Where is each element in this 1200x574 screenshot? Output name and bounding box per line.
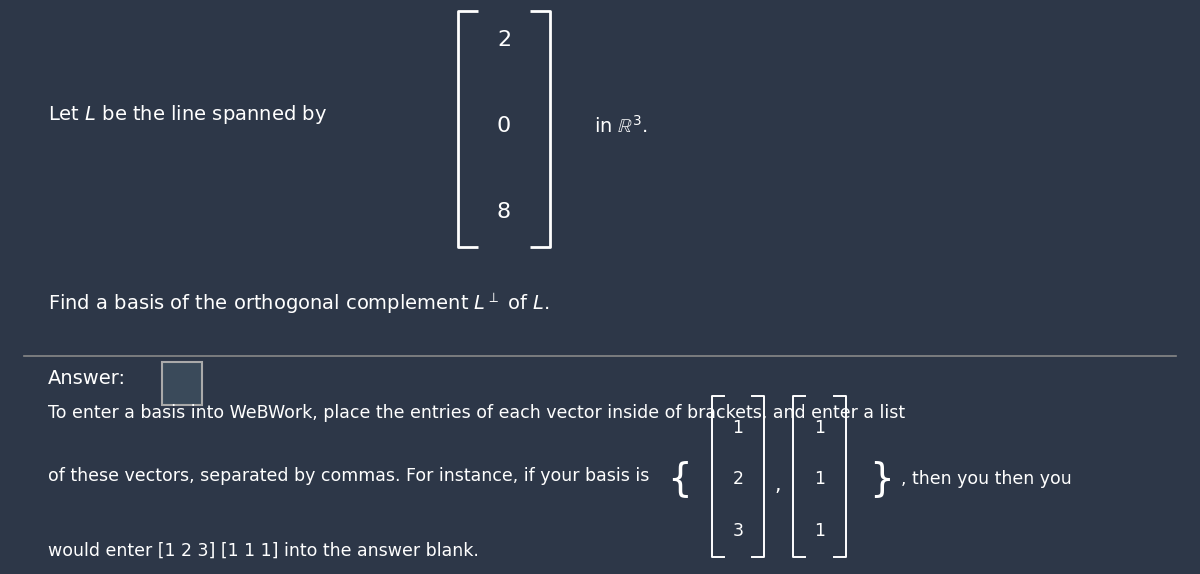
Text: would enter [1 2 3] [1 1 1] into the answer blank.: would enter [1 2 3] [1 1 1] into the ans…	[48, 542, 479, 560]
Text: in $\mathbb{R}^3$.: in $\mathbb{R}^3$.	[594, 115, 648, 137]
Text: $\}$: $\}$	[869, 459, 890, 500]
Text: 1: 1	[814, 418, 826, 437]
Text: $\{$: $\{$	[667, 459, 689, 500]
Text: Let $\mathit{L}$ be the line spanned by: Let $\mathit{L}$ be the line spanned by	[48, 103, 328, 126]
Text: Answer:: Answer:	[48, 369, 126, 389]
Text: ,: ,	[774, 475, 780, 495]
Text: 3: 3	[732, 522, 744, 540]
FancyBboxPatch shape	[162, 362, 202, 405]
Text: Find a basis of the orthogonal complement $L^{\perp}$ of $L$.: Find a basis of the orthogonal complemen…	[48, 292, 550, 317]
Text: 8: 8	[497, 203, 511, 222]
Text: 1: 1	[814, 522, 826, 540]
Text: 1: 1	[814, 470, 826, 488]
Text: , then you then you: , then you then you	[901, 470, 1072, 488]
Text: 2: 2	[497, 30, 511, 50]
Text: 1: 1	[732, 418, 744, 437]
Text: of these vectors, separated by commas. For instance, if your basis is: of these vectors, separated by commas. F…	[48, 467, 649, 486]
Text: To enter a basis into WeBWork, place the entries of each vector inside of bracke: To enter a basis into WeBWork, place the…	[48, 404, 905, 422]
Text: 2: 2	[732, 470, 744, 488]
Text: 0: 0	[497, 117, 511, 136]
